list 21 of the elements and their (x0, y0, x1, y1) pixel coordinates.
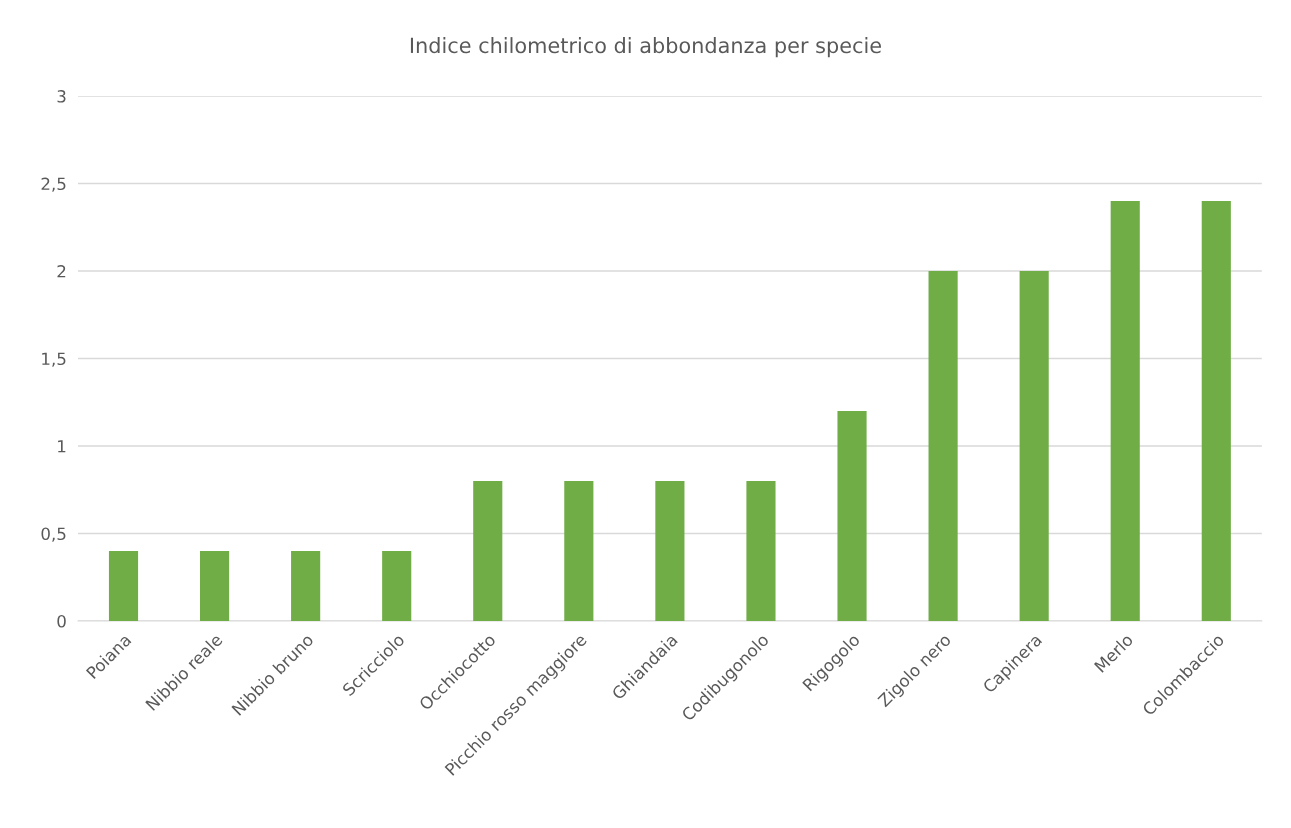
bar (108, 551, 139, 621)
y-tick-label: 0,5 (41, 527, 66, 542)
bar (564, 481, 594, 621)
bar (200, 551, 230, 621)
bar (746, 481, 776, 621)
y-tick-label: 2 (57, 264, 66, 278)
bar (291, 551, 321, 621)
bar (1201, 201, 1231, 621)
bar (928, 271, 958, 621)
bar (1110, 201, 1140, 621)
bar (655, 481, 685, 621)
y-tick-label: 1,5 (42, 352, 66, 367)
y-tick-label: 2,5 (41, 177, 66, 192)
bar (837, 411, 867, 621)
bar (473, 481, 503, 621)
bar (382, 551, 412, 621)
y-tick-label: 3 (57, 90, 66, 103)
y-tick-label: 1 (58, 440, 66, 453)
bar (1019, 271, 1049, 621)
chart-title: Indice chilometrico di abbondanza per specie (410, 37, 881, 58)
y-tick-label: 0 (57, 614, 66, 628)
